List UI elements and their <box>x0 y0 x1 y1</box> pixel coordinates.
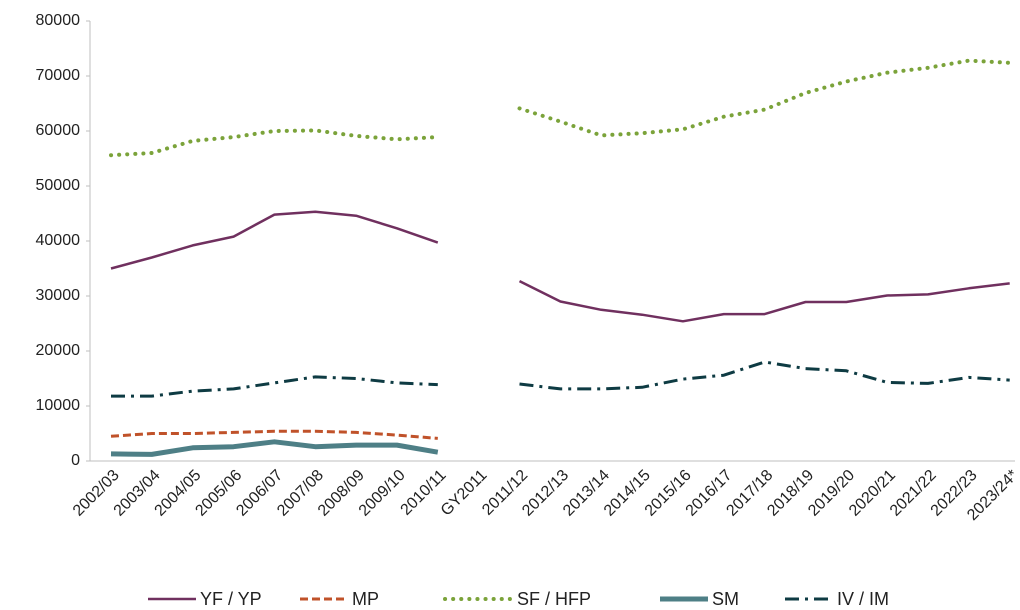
y-tick-label: 10000 <box>36 397 81 414</box>
y-tick-label: 0 <box>71 452 80 469</box>
series-line <box>110 429 438 440</box>
y-tick-label: 40000 <box>36 232 81 249</box>
legend-label: YF / YP <box>200 589 262 609</box>
series-line <box>110 439 439 457</box>
y-tick-label: 60000 <box>36 122 81 139</box>
x-tick-label: 2009/10 <box>356 467 409 520</box>
y-tick-label: 50000 <box>36 177 81 194</box>
legend-label: MP <box>352 589 379 609</box>
series-line <box>111 360 1010 398</box>
legend-label: SF / HFP <box>517 589 591 609</box>
series-line <box>109 58 1012 158</box>
y-tick-label: 20000 <box>36 342 81 359</box>
series-line <box>110 210 1010 323</box>
legend-label: SM <box>712 589 739 609</box>
y-tick-label: 30000 <box>36 287 81 304</box>
legend-label: IV / IM <box>837 589 889 609</box>
y-tick-label: 70000 <box>36 67 81 84</box>
y-tick-label: 80000 <box>36 12 81 29</box>
